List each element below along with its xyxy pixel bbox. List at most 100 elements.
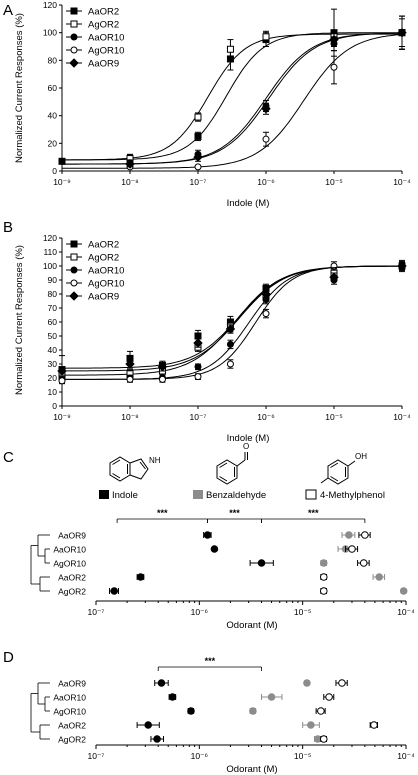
data-point — [157, 679, 166, 687]
series-indole — [136, 679, 195, 743]
data-point — [110, 587, 118, 595]
data-point — [325, 693, 333, 701]
y-tick-label: 20 — [48, 373, 58, 383]
x-tick-label: 10⁻⁸ — [121, 177, 139, 187]
series-benzaldehyde — [249, 679, 322, 743]
data-point — [225, 324, 236, 334]
panel-a-ylabel: Normalized Current Responses (%) — [14, 13, 25, 163]
legend-label: AgOR2 — [88, 253, 119, 264]
series-benzaldehyde — [319, 531, 408, 595]
data-point — [136, 573, 145, 581]
row-label: AaOR9 — [58, 679, 86, 689]
row-label: AgOR10 — [53, 707, 86, 717]
x-tick-label: 10⁻⁷ — [189, 412, 206, 422]
row-label: AaOR10 — [53, 545, 86, 555]
significance-label: *** — [205, 656, 216, 666]
x-tick-label: 10⁻⁶ — [191, 607, 208, 617]
row-label: AaOR10 — [53, 693, 86, 703]
legend-swatch-benzaldehyde — [193, 490, 203, 499]
data-point — [303, 679, 311, 687]
legend-marker — [70, 279, 78, 287]
data-point — [307, 721, 315, 729]
y-tick-label: 40 — [48, 345, 58, 355]
significance-bracket: *** — [116, 508, 208, 523]
legend-label: AgOR10 — [88, 279, 124, 290]
legend-label: AaOR10 — [88, 33, 124, 44]
y-tick-label: 10 — [48, 387, 58, 397]
data-point — [187, 707, 195, 715]
data-point — [348, 545, 356, 553]
x-tick-label: 10⁻⁴ — [397, 607, 415, 617]
benzaldehyde-o-label: O — [243, 442, 249, 451]
panel-d-plot: 10⁻⁷ 10⁻⁶ 10⁻⁵ 10⁻⁴ AaOR9 AaOR10 AgOR10 AaOR2 Ag… — [30, 656, 415, 761]
data-point — [261, 104, 271, 114]
x-tick-label: 10⁻⁴ — [393, 177, 411, 187]
legend-marker — [70, 240, 78, 248]
y-tick-label: 50 — [48, 331, 58, 341]
row-label: AgOR2 — [58, 735, 86, 745]
data-point — [249, 707, 257, 715]
series-4-methylphenol — [315, 679, 379, 743]
data-point — [319, 587, 328, 595]
x-tick-label: 10⁻⁸ — [121, 412, 139, 422]
legend-marker — [69, 291, 79, 301]
data-point — [319, 559, 328, 567]
panel-d-xlabel: Odorant (M) — [226, 764, 277, 775]
series-aaor9 — [57, 261, 407, 376]
significance-label: *** — [229, 508, 240, 518]
methylphenol-structure-icon: OH — [320, 452, 367, 485]
x-tick-label: 10⁻⁴ — [393, 412, 411, 422]
y-tick-label: 70 — [48, 303, 58, 313]
panel-a-legend: AaOR2 AgOR2 AaOR10 AgOR10 AaOR9 — [66, 7, 124, 70]
x-tick-label: 10⁻⁷ — [87, 607, 104, 617]
data-point — [262, 310, 270, 318]
fit-curve — [62, 32, 402, 165]
x-tick-label: 10⁻⁷ — [87, 751, 104, 761]
legend-marker — [70, 20, 78, 28]
legend-swatch-indole — [99, 490, 109, 499]
legend-label: AaOR2 — [88, 240, 119, 251]
data-point — [330, 63, 338, 71]
y-tick-label: 40 — [48, 111, 58, 121]
row-label: AgOR10 — [53, 559, 86, 569]
indole-structure-icon: NH — [109, 456, 161, 482]
data-point — [329, 34, 339, 45]
row-label: AaOR2 — [58, 721, 86, 731]
panel-letter-d: D — [3, 649, 14, 666]
data-point — [361, 531, 369, 539]
data-point — [319, 735, 328, 743]
significance-bracket: *** — [261, 508, 366, 523]
panel-a-plot: 0 20 40 60 80 100 120 10⁻⁹ 10⁻⁸ 10⁻⁷ 10⁻⁶ 10⁻⁵ 10⁻⁴ A… — [43, 0, 411, 187]
series-4-methylphenol — [319, 531, 371, 595]
data-point — [317, 707, 325, 715]
x-tick-label: 10⁻⁶ — [257, 412, 274, 422]
data-point — [319, 573, 328, 581]
data-point — [399, 587, 408, 595]
row-label: AgOR2 — [58, 587, 86, 597]
legend-marker — [69, 58, 79, 68]
panel-letter-c: C — [3, 449, 14, 466]
panel-a-xlabel: Indole (M) — [227, 198, 270, 209]
panel-letter-a: A — [3, 2, 13, 19]
data-point — [153, 735, 161, 743]
data-point — [397, 27, 407, 38]
data-point — [194, 132, 202, 140]
data-point — [359, 559, 368, 567]
x-tick-label: 10⁻⁹ — [53, 177, 71, 187]
dendrogram — [30, 534, 50, 592]
x-tick-label: 10⁻⁹ — [53, 412, 71, 422]
y-tick-label: 60 — [48, 317, 58, 327]
legend-label: AaOR10 — [88, 266, 124, 277]
y-tick-label: 90 — [48, 275, 58, 285]
panel-c-plot: 10⁻⁷ 10⁻⁶ 10⁻⁵ 10⁻⁴ AaOR9 AaOR10 AgOR10 AaOR2 Ag… — [30, 508, 415, 617]
benzaldehyde-structure-icon: O — [216, 442, 249, 485]
data-point — [262, 135, 270, 143]
row-label: AaOR2 — [58, 573, 86, 583]
data-point — [203, 531, 212, 539]
data-point — [210, 545, 219, 553]
y-tick-label: 80 — [48, 55, 58, 65]
compound-legend: Indole Benzaldehyde 4-Methylphenol — [99, 489, 385, 501]
legend-marker — [70, 46, 78, 54]
